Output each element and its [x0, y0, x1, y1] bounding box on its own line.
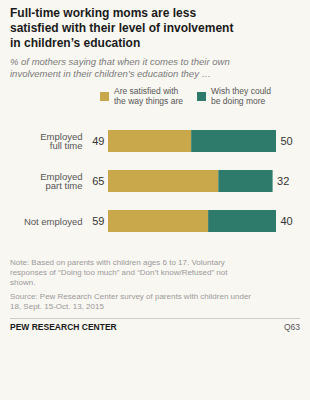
html-text:Source: Pew Research Center su: Source: Pew Research Center survey of pa…	[10, 292, 251, 312]
svg-text:40: 40	[281, 215, 293, 227]
html-text:Note: Based on parents with ch: Note: Based on parents with children age…	[10, 258, 228, 288]
svg-text:49: 49	[92, 135, 104, 147]
html-text:Q63: Q63	[283, 322, 300, 333]
html-text:Are satisfied with the way thi: Are satisfied with the way things are	[114, 85, 183, 106]
html-text:Wish they could be doing more: Wish they could be doing more	[211, 85, 271, 106]
html-text:% of mothers saying that when: % of mothers saying that when it comes t…	[10, 56, 230, 79]
svg-text:Employedfull time: Employedfull time	[40, 131, 82, 152]
svg-text:65: 65	[92, 175, 104, 187]
svg-text:Employedpart time: Employedpart time	[40, 171, 82, 192]
html-text:PEW RESEARCH CENTER: PEW RESEARCH CENTER	[10, 322, 117, 333]
svg-text:50: 50	[281, 135, 293, 147]
svg-text:32: 32	[277, 175, 289, 187]
svg-text:59: 59	[92, 215, 104, 227]
html-text:Full-time working moms are les: Full-time working moms are less satisfie…	[10, 6, 234, 50]
svg-text:Not employed: Not employed	[24, 216, 83, 227]
